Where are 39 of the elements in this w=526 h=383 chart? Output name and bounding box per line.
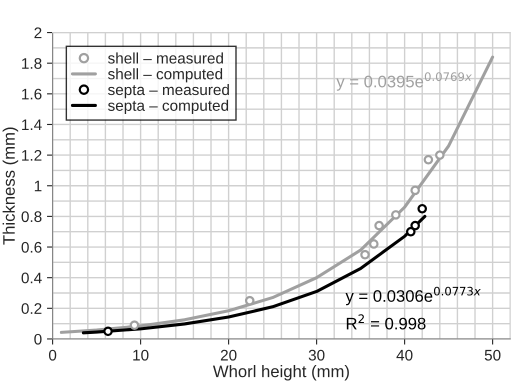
point [391,210,401,220]
point [103,326,113,336]
point [130,320,140,330]
legend-label: shell – measured [108,52,223,64]
x-tick-label: 50 [484,350,501,361]
y-tick-label: 0 [34,334,42,345]
y-tick-label: 1.6 [22,88,42,100]
x-tick-label: 20 [220,350,237,361]
y-axis-title: Thickness (mm) [2,128,18,245]
x-tick-label: 0 [48,350,56,361]
y-tick-label: 0.4 [22,272,42,284]
point [244,296,255,306]
point [435,150,445,160]
y-tick-label: 0.8 [22,211,42,222]
x-tick-label: 10 [133,350,149,361]
y-tick-label: 1.8 [22,58,42,69]
y-tick-label: 2 [34,27,42,38]
annotation: y = 0.0395e$^{0.0769x}$ [336,72,472,91]
point [406,226,416,236]
annotation: R$^{2}$ = 0.998 [346,314,426,330]
y-tick-label: 1 [34,180,42,192]
y-tick-label: 0.2 [22,303,42,314]
x-tick-label: 30 [308,350,325,361]
x-axis-title: Whorl height (mm) [212,365,349,381]
annotation: y = 0.0306e$^{0.0773x}$ [346,286,481,306]
point [410,220,420,230]
x-tick-label: 40 [396,350,413,361]
legend-label: shell – computed [108,68,222,82]
point [410,186,420,196]
point [424,154,434,164]
y-tick-label: 1.2 [22,150,42,161]
point [360,250,370,260]
point [369,239,379,249]
y-tick-label: 1.4 [22,120,42,130]
point [417,204,427,214]
legend-label: septa – measured [108,84,229,98]
y-tick-label: 0.6 [22,242,42,253]
point [374,220,384,230]
legend-label: septa – computed [108,100,228,114]
